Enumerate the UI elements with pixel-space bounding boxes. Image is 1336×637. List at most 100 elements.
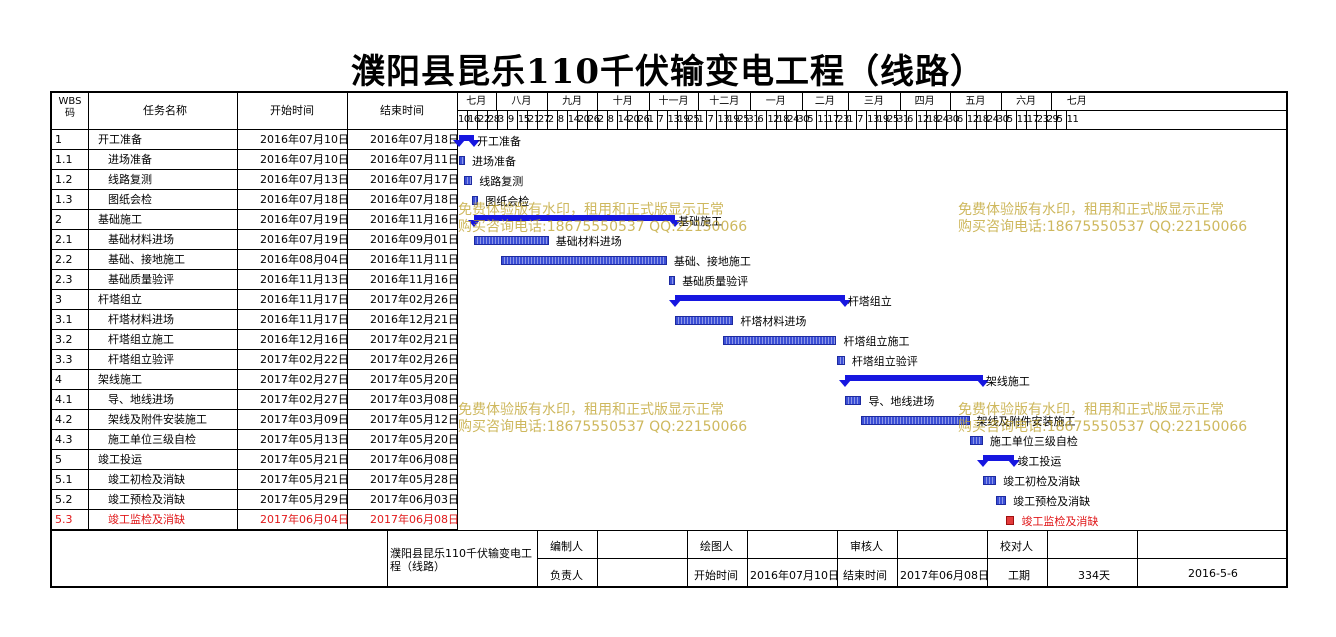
grid-line <box>950 92 951 110</box>
end-date-cell: 2016年11月11日 <box>370 253 458 266</box>
summary-bar-end <box>669 300 682 307</box>
grid-line <box>51 369 457 370</box>
day-label: 29 <box>1046 114 1059 125</box>
day-label: 9 <box>507 114 514 125</box>
task-bar[interactable] <box>463 176 473 185</box>
grid-line <box>51 249 457 250</box>
grid-line <box>750 92 751 110</box>
summary-bar[interactable] <box>982 455 1015 461</box>
grid-line <box>617 111 618 129</box>
day-label: 23 <box>1036 114 1049 125</box>
month-label: 九月 <box>562 96 583 107</box>
grid-line <box>746 111 747 129</box>
task-bar[interactable] <box>1006 516 1015 525</box>
end-date-cell: 2016年12月21日 <box>370 313 458 326</box>
day-label: 10 <box>458 114 470 125</box>
end-date-cell: 2017年06月08日 <box>370 513 458 526</box>
end-date-cell: 2016年07月11日 <box>370 153 458 166</box>
task-bar[interactable] <box>459 156 465 165</box>
task-bar[interactable] <box>969 436 983 445</box>
start-date-cell: 2016年11月17日 <box>260 293 348 306</box>
task-bar[interactable] <box>668 276 676 285</box>
bar-label: 杆塔组立 <box>847 295 892 308</box>
footer-duration-label: 工期 <box>1008 569 1030 582</box>
summary-bar[interactable] <box>675 295 845 301</box>
day-label: 27 <box>537 114 550 125</box>
grid-line <box>806 111 807 129</box>
wbs-cell: 4 <box>55 373 62 386</box>
task-name-cell: 架线及附件安装施工 <box>108 413 207 426</box>
task-name-cell: 杆塔组立 <box>98 293 142 306</box>
day-label: 19 <box>877 114 889 125</box>
task-bar[interactable] <box>472 196 479 205</box>
grid-line <box>457 92 458 530</box>
grid-line <box>537 111 538 129</box>
day-label: 6 <box>907 114 913 125</box>
day-label: 15 <box>517 114 530 125</box>
summary-bar-end <box>1008 460 1021 467</box>
grid-line <box>1026 111 1027 129</box>
task-name-cell: 竣工初检及消缺 <box>108 473 185 486</box>
month-label: 十一月 <box>658 96 689 107</box>
start-date-cell: 2016年11月13日 <box>260 273 348 286</box>
footer-compiler-label: 编制人 <box>550 540 583 553</box>
summary-bar[interactable] <box>844 375 983 381</box>
grid-line <box>51 189 457 190</box>
start-date-cell: 2016年07月13日 <box>260 173 348 186</box>
start-date-cell: 2017年05月21日 <box>260 473 348 486</box>
footer-end-label: 结束时间 <box>843 569 887 582</box>
task-bar[interactable] <box>836 356 845 365</box>
grid-line <box>677 111 678 129</box>
task-bar[interactable] <box>723 336 837 345</box>
bar-label: 杆塔材料进场 <box>740 315 807 328</box>
task-bar[interactable] <box>861 416 970 425</box>
day-label: 11 <box>1066 114 1079 125</box>
bar-label: 竣工预检及消缺 <box>1013 495 1091 508</box>
grid-line <box>51 530 1287 531</box>
summary-bar-end <box>976 380 989 387</box>
task-bar[interactable] <box>844 396 862 405</box>
task-bar[interactable] <box>996 496 1007 505</box>
end-date-cell: 2016年11月16日 <box>370 273 458 286</box>
start-date-cell: 2017年05月21日 <box>260 453 348 466</box>
header-task-name: 任务名称 <box>143 104 187 117</box>
summary-bar-end <box>976 460 989 467</box>
grid-line <box>726 111 727 129</box>
day-label: 13 <box>667 114 680 125</box>
summary-bar[interactable] <box>473 215 676 221</box>
month-label: 十月 <box>612 96 633 107</box>
start-date-cell: 2016年07月18日 <box>260 193 348 206</box>
bar-label: 进场准备 <box>472 155 516 168</box>
day-label: 19 <box>727 114 740 125</box>
footer-project-name: 濮阳县昆乐110千伏输变电工程（线路） <box>390 547 532 573</box>
day-label: 16 <box>467 114 480 125</box>
footer-reviewer-label: 审核人 <box>850 540 883 553</box>
start-date-cell: 2016年08月04日 <box>260 253 348 266</box>
grid-line <box>846 111 847 129</box>
grid-line <box>51 469 457 470</box>
grid-line <box>786 111 787 129</box>
day-label: 19 <box>677 114 690 125</box>
task-bar[interactable] <box>473 236 549 245</box>
day-label: 17 <box>827 114 839 125</box>
wbs-cell: 2.1 <box>55 233 73 246</box>
grid-line <box>796 111 797 129</box>
wbs-cell: 5.2 <box>55 493 73 506</box>
task-bar[interactable] <box>982 476 997 485</box>
bar-label: 线路复测 <box>479 175 524 188</box>
bar-label: 导、地线进场 <box>868 395 935 408</box>
summary-bar[interactable] <box>459 135 474 141</box>
grid-line <box>1046 111 1047 129</box>
task-bar[interactable] <box>500 256 667 265</box>
start-date-cell: 2017年05月13日 <box>260 433 348 446</box>
grid-line <box>517 111 518 129</box>
grid-line <box>51 349 457 350</box>
grid-line <box>467 111 468 129</box>
bar-label: 开工准备 <box>476 135 521 148</box>
start-date-cell: 2016年11月17日 <box>260 313 348 326</box>
wbs-cell: 3.2 <box>55 333 73 346</box>
grid-line <box>848 92 849 110</box>
day-label: 18 <box>926 114 939 125</box>
task-bar[interactable] <box>675 316 734 325</box>
grid-line <box>906 111 907 129</box>
